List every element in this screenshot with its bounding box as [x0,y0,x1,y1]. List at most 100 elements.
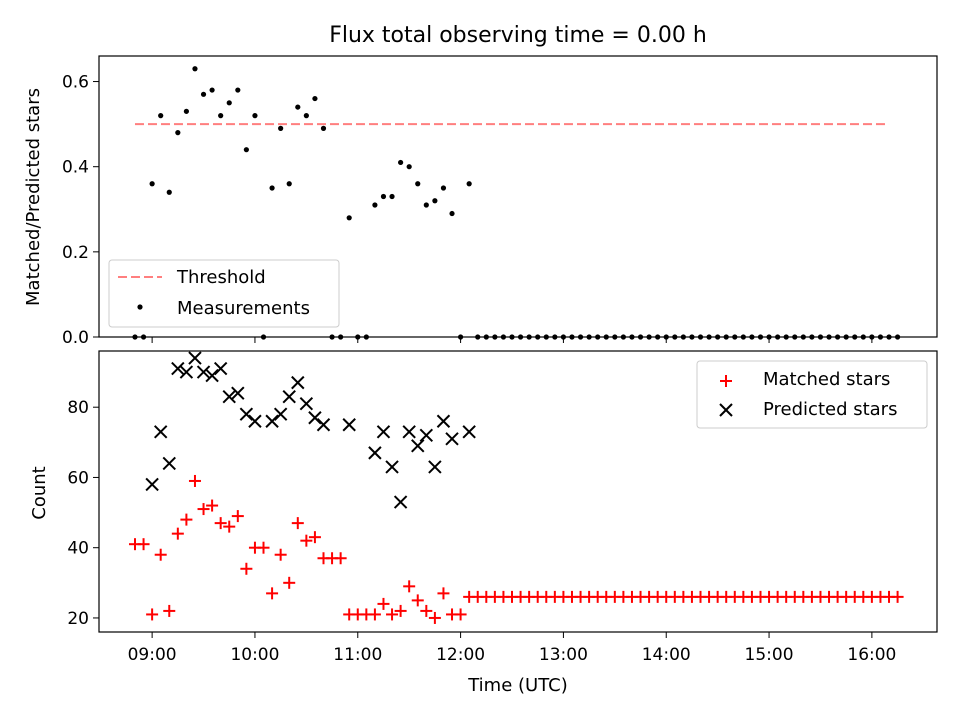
predicted-star-point [162,456,176,471]
measurement-point [492,334,498,340]
measurement-point [715,334,721,340]
matched-star-point [223,520,236,533]
measurement-point [235,87,241,93]
predicted-legend-marker [719,403,733,417]
measurement-point [500,334,507,340]
count-x-tick-label: 13:00 [539,645,588,665]
measurement-point [466,181,472,187]
measurement-point [783,334,789,340]
count-y-tick-label: 80 [67,398,89,418]
matched-star-point [137,538,150,551]
matched-star-point [283,576,296,589]
measurement-point [637,334,644,340]
measurement-point [775,334,781,340]
measurement-point [329,334,335,340]
measurement-point [612,334,618,340]
matched-star-point [428,611,441,624]
measurement-point [406,164,412,170]
matched-star-point [454,608,467,621]
measurement-point [603,334,609,340]
matched-star-point [308,531,321,544]
predicted-star-point [179,365,194,379]
predicted-star-point [308,411,322,425]
measurement-point [260,334,267,340]
measurement-point [517,334,524,340]
measurement-point [415,181,421,187]
measurement-point [552,334,558,340]
predicted-star-point [171,361,185,376]
measurement-point [723,334,729,340]
count-x-tick-label: 15:00 [745,645,794,665]
matched-star-point [188,474,201,487]
measurement-point [440,185,447,191]
matched-legend-label: Matched stars [763,369,890,390]
count-x-tick-label: 12:00 [436,645,485,665]
ratio-y-axis: 0.0 0.2 0.4 0.6 [62,73,99,348]
measurement-point [338,334,344,340]
count-x-tick-label: 16:00 [847,645,896,665]
predicted-star-point [316,418,331,432]
measurement-point [835,334,841,340]
measurement-point [620,334,626,340]
measurement-point [303,113,309,119]
count-legend: Matched stars Predicted stars [696,360,928,429]
matched-star-point [206,499,219,512]
measurement-point [286,181,292,187]
count-plot-data [128,351,904,624]
measurement-point [757,334,764,340]
measurement-point [295,104,301,110]
measurement-point [817,334,824,340]
predicted-star-point [385,460,399,474]
ratio-y-tick-label: 0.0 [62,328,89,348]
matched-star-point [394,604,407,617]
measurement-point [363,334,369,340]
measurement-point [629,334,635,340]
measurement-point [380,193,387,200]
ratio-legend: Threshold Measurements [108,259,340,328]
count-x-tick-label: 11:00 [333,645,382,665]
matched-star-point [403,580,416,593]
predicted-star-point [376,425,391,439]
measurement-point [740,334,746,340]
measurement-point [886,334,892,340]
measurement-point [209,87,215,93]
matched-star-point [437,587,450,600]
count-y-tick-label: 40 [67,539,89,559]
measurement-point [586,334,592,340]
measurement-point [475,334,481,340]
measurement-point [312,95,318,102]
ratio-subplot: 0.0 0.2 0.4 0.6 Matched/Predicted stars Thr… [23,55,938,348]
ratio-plot-data [132,66,901,340]
measurement-point [646,334,652,340]
matched-star-point [368,608,381,621]
predicted-star-point [342,418,356,432]
predicted-star-point [291,375,305,390]
measurement-point [577,334,584,340]
count-x-tick-label: 09:00 [128,645,177,665]
measurement-point [218,113,224,119]
measurement-point [655,334,661,340]
measurement-point [894,334,901,340]
measurement-point [543,334,549,340]
predicted-star-point [445,432,459,446]
measurement-point [800,334,806,340]
measurement-point [398,159,404,166]
predicted-star-point [222,389,236,404]
predicted-star-point [462,425,476,439]
matched-star-point [171,527,184,540]
matched-star-point [386,608,399,621]
predicted-star-point [282,389,296,404]
ratio-x-axis [151,337,873,343]
matched-star-point [334,552,347,565]
matched-star-point [231,510,244,523]
count-legend-box [696,360,928,429]
measurement-point [372,202,378,208]
measurement-point [749,334,755,340]
ratio-y-tick-label: 0.6 [62,73,89,93]
measurement-point [252,113,258,119]
measurement-point [826,334,832,340]
matched-star-point [274,548,287,561]
matched-star-point [891,590,904,603]
predicted-star-point [205,368,219,383]
predicted-star-point [153,425,168,439]
